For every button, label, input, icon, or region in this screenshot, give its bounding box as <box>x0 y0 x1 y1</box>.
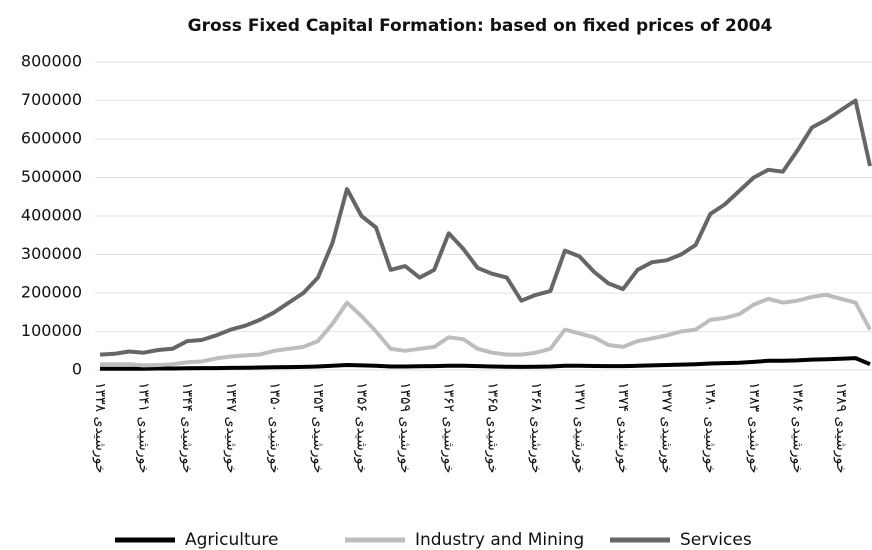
x-tick-label: ۱۳۷۴ خورشیدی <box>615 382 631 473</box>
legend-label: Services <box>680 530 752 550</box>
x-tick-label: ۱۳۵۶ خورشیدی <box>354 382 370 473</box>
y-tick-label: 700000 <box>21 90 82 109</box>
y-tick-label: 300000 <box>21 244 82 263</box>
x-tick-label: ۱۳۷۷ خورشیدی <box>659 382 675 473</box>
x-tick-label: ۱۳۸۹ خورشیدی <box>833 382 849 473</box>
series-line <box>99 98 872 357</box>
x-tick-label: ۱۳۸۰ خورشیدی <box>702 382 718 473</box>
series-line <box>100 292 872 368</box>
chart-title: Gross Fixed Capital Formation: based on … <box>188 16 773 36</box>
x-tick-label: ۱۳۸۶ خورشیدی <box>789 382 805 473</box>
y-tick-label: 400000 <box>21 206 82 225</box>
x-tick-label: ۱۳۴۱ خورشیدی <box>136 382 152 473</box>
legend-label: Industry and Mining <box>415 530 584 550</box>
y-tick-label: 800000 <box>21 52 82 71</box>
x-tick-label: ۱۳۵۳ خورشیدی <box>310 382 326 473</box>
y-tick-label: 600000 <box>21 129 82 148</box>
series-line <box>100 356 871 371</box>
y-tick-label: 200000 <box>21 283 82 302</box>
x-tick-label: ۱۳۸۳ خورشیدی <box>746 382 762 473</box>
y-tick-label: 0 <box>72 360 82 379</box>
x-tick-label: ۱۳۴۷ خورشیدی <box>223 382 239 473</box>
x-tick-label: ۱۳۷۱ خورشیدی <box>571 382 587 473</box>
legend-label: Agriculture <box>185 530 279 550</box>
y-tick-label: 500000 <box>21 167 82 186</box>
x-tick-label: ۱۳۳۸ خورشیدی <box>92 382 108 473</box>
x-tick-label: ۱۳۶۸ خورشیدی <box>528 382 544 473</box>
x-tick-label: ۱۳۵۰ خورشیدی <box>266 382 282 473</box>
x-tick-label: ۱۳۴۴ خورشیدی <box>179 382 195 473</box>
x-tick-label: ۱۳۶۵ خورشیدی <box>484 382 500 473</box>
x-tick-label: ۱۳۶۲ خورشیدی <box>441 382 457 473</box>
x-tick-label: ۱۳۵۹ خورشیدی <box>397 382 413 473</box>
y-tick-label: 100000 <box>21 321 82 340</box>
